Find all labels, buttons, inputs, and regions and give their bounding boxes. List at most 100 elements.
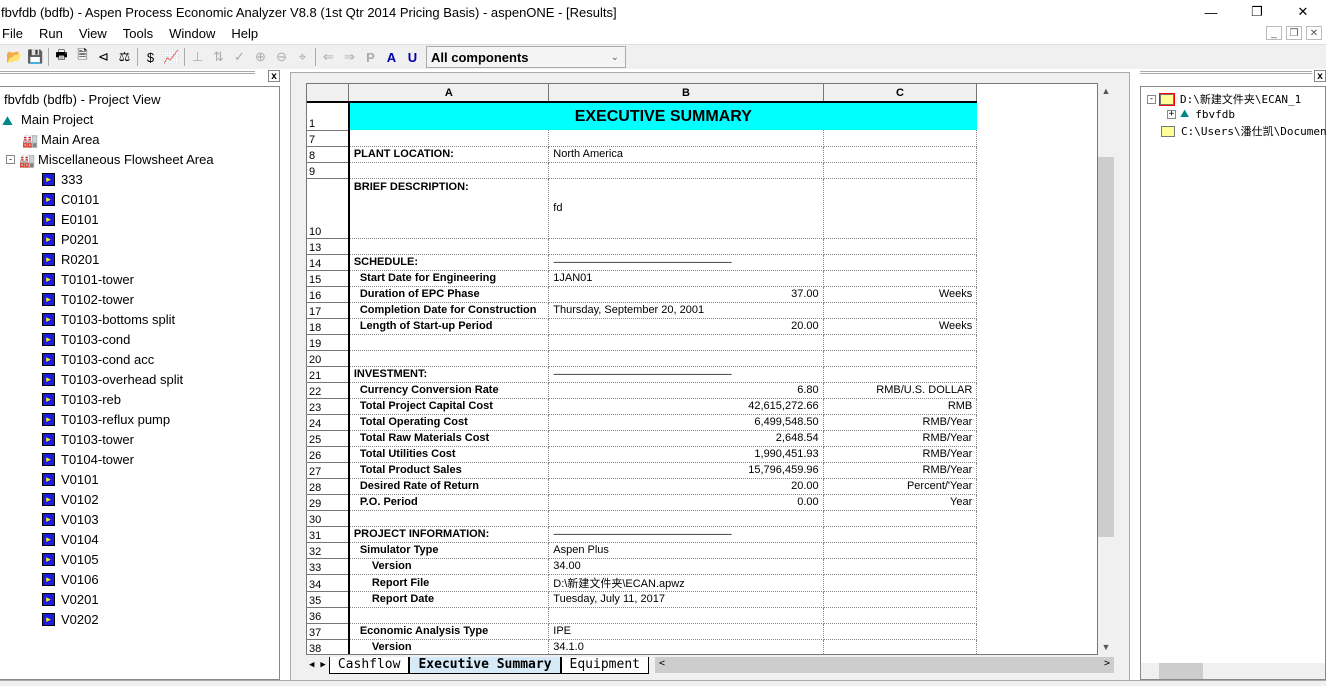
tree-icon[interactable]: ⊲	[98, 49, 109, 64]
cell-c[interactable]: Weeks	[823, 286, 978, 303]
row-header[interactable]: 30	[307, 510, 350, 527]
print-icon[interactable]: 🖶	[55, 47, 68, 62]
file-tree-node-ecan[interactable]: - D:\新建文件夹\ECAN_1	[1147, 92, 1302, 106]
close-icon[interactable]: x	[268, 70, 280, 82]
row-header[interactable]: 9	[307, 162, 350, 179]
row-header[interactable]: 13	[307, 238, 350, 255]
scroll-right-icon[interactable]: >	[1103, 658, 1110, 669]
horizontal-scrollbar[interactable]	[1141, 663, 1325, 679]
menu-view[interactable]: View	[78, 25, 107, 41]
row-header[interactable]: 23	[307, 398, 350, 415]
cell-a[interactable]: Simulator Type	[348, 542, 550, 559]
cell-a[interactable]: SCHEDULE:	[348, 254, 550, 271]
tree-node-block[interactable]: ▸ T0101-tower	[0, 269, 214, 289]
tree-node-main-project[interactable]: ⛰ Main Project	[2, 111, 94, 128]
cell-b[interactable]: 0.00	[548, 494, 824, 511]
cell-c[interactable]	[823, 526, 978, 543]
row-header[interactable]: 24	[307, 414, 350, 431]
report-icon[interactable]: 🗎	[77, 47, 88, 62]
cell-c[interactable]	[823, 130, 978, 147]
scroll-up-icon[interactable]: ▲	[1101, 86, 1111, 96]
cost-icon[interactable]: $	[146, 49, 155, 65]
chart-icon[interactable]: 📈	[163, 49, 180, 64]
collapse-icon[interactable]: -	[6, 154, 15, 164]
zoom-in-icon[interactable]: ⊕	[255, 49, 266, 64]
menu-help[interactable]: Help	[231, 25, 259, 41]
row-header[interactable]: 34	[307, 574, 350, 592]
vertical-scrollbar[interactable]: ▲ ▼	[1098, 83, 1114, 655]
tree-node-block[interactable]: ▸ V0102	[0, 489, 214, 509]
tree-node-block[interactable]: ▸ T0103-reb	[0, 389, 214, 409]
cell-c[interactable]	[823, 334, 978, 351]
row-header[interactable]: 29	[307, 494, 350, 511]
back-arrow-icon[interactable]: ⇐	[323, 49, 334, 64]
row-header[interactable]: 19	[307, 334, 350, 351]
cell-a[interactable]: Report Date	[348, 591, 550, 608]
tree-node-block[interactable]: ▸ T0103-cond	[0, 329, 214, 349]
row-header[interactable]: 27	[307, 462, 350, 479]
cell-c[interactable]	[823, 162, 978, 179]
cell-b[interactable]: ----------------------------------------…	[548, 366, 824, 383]
row-header[interactable]: 32	[307, 542, 350, 559]
cell-c[interactable]: Percent/'Year	[823, 478, 978, 495]
cell-a[interactable]: Duration of EPC Phase	[348, 286, 550, 303]
cell-b[interactable]: 6,499,548.50	[548, 414, 824, 431]
scroll-down-icon[interactable]: ▼	[1101, 642, 1111, 652]
row-header[interactable]: 21	[307, 366, 350, 383]
maximize-button[interactable]: ❐	[1251, 4, 1263, 19]
tree-node-block[interactable]: ▸ T0103-reflux pump	[0, 409, 214, 429]
tree-node-block[interactable]: ▸ E0101	[0, 209, 214, 229]
menu-window[interactable]: Window	[169, 25, 216, 41]
expand-icon[interactable]: +	[1167, 108, 1176, 119]
cell-c[interactable]	[823, 302, 978, 319]
tree-node-block[interactable]: ▸ T0103-overhead split	[0, 369, 214, 389]
cell-b[interactable]	[548, 510, 824, 527]
cell-b[interactable]	[548, 238, 824, 255]
cell-c[interactable]	[823, 350, 978, 367]
child-minimize-button[interactable]: _	[1266, 26, 1282, 40]
cell-c[interactable]: RMB/Year	[823, 446, 978, 463]
row-header[interactable]: 25	[307, 430, 350, 447]
cell-b[interactable]: ----------------------------------------…	[548, 526, 824, 543]
cell-a[interactable]	[348, 510, 550, 527]
cell-c[interactable]	[823, 591, 978, 608]
cell-b[interactable]: fd	[548, 178, 824, 239]
tree-node-block[interactable]: ▸ V0201	[0, 589, 214, 609]
crosshair-icon[interactable]: ⌖	[298, 49, 307, 64]
child-restore-button[interactable]: ❐	[1286, 26, 1302, 40]
close-button[interactable]: ✕	[1297, 4, 1309, 19]
tree-node-block[interactable]: ▸ V0103	[0, 509, 214, 529]
row-header[interactable]: 17	[307, 302, 350, 319]
row-header[interactable]: 22	[307, 382, 350, 399]
scroll-thumb[interactable]	[1098, 157, 1114, 537]
cell-c[interactable]	[823, 366, 978, 383]
cell-a[interactable]: Completion Date for Construction	[348, 302, 550, 319]
row-header[interactable]: 16	[307, 286, 350, 303]
save-icon[interactable]: 💾	[27, 49, 44, 64]
cell-a[interactable]: PROJECT INFORMATION:	[348, 526, 550, 543]
cell-b[interactable]: North America	[548, 146, 824, 163]
tree-node-main-area[interactable]: 🏭 Main Area	[22, 131, 100, 148]
column-header-c[interactable]: C	[823, 84, 978, 103]
tab-executive-summary[interactable]: Executive Summary	[409, 656, 561, 674]
tree-node-block[interactable]: ▸ V0202	[0, 609, 214, 629]
cell-b[interactable]: 15,796,459.96	[548, 462, 824, 479]
collapse-icon[interactable]: -	[1147, 93, 1156, 104]
cell-b[interactable]: Aspen Plus	[548, 542, 824, 559]
row-header[interactable]: 1	[307, 102, 350, 131]
cell-a[interactable]	[348, 130, 550, 147]
cell-c[interactable]: Weeks	[823, 318, 978, 335]
child-close-button[interactable]: ✕	[1306, 26, 1322, 40]
check-icon[interactable]: ✓	[234, 49, 245, 64]
cell-b[interactable]: 1,990,451.93	[548, 446, 824, 463]
cell-b[interactable]: 1JAN01	[548, 270, 824, 287]
connect-icon[interactable]: ⇅	[213, 49, 224, 64]
cell-a[interactable]: Currency Conversion Rate	[348, 382, 550, 399]
cell-b[interactable]	[548, 162, 824, 179]
row-header[interactable]: 20	[307, 350, 350, 367]
component-filter-select[interactable]: All components ⌄	[426, 46, 626, 68]
scroll-left-icon[interactable]: <	[658, 658, 666, 669]
cell-c[interactable]	[823, 146, 978, 163]
menu-tools[interactable]: Tools	[122, 25, 154, 41]
cell-c[interactable]: RMB/Year	[823, 430, 978, 447]
